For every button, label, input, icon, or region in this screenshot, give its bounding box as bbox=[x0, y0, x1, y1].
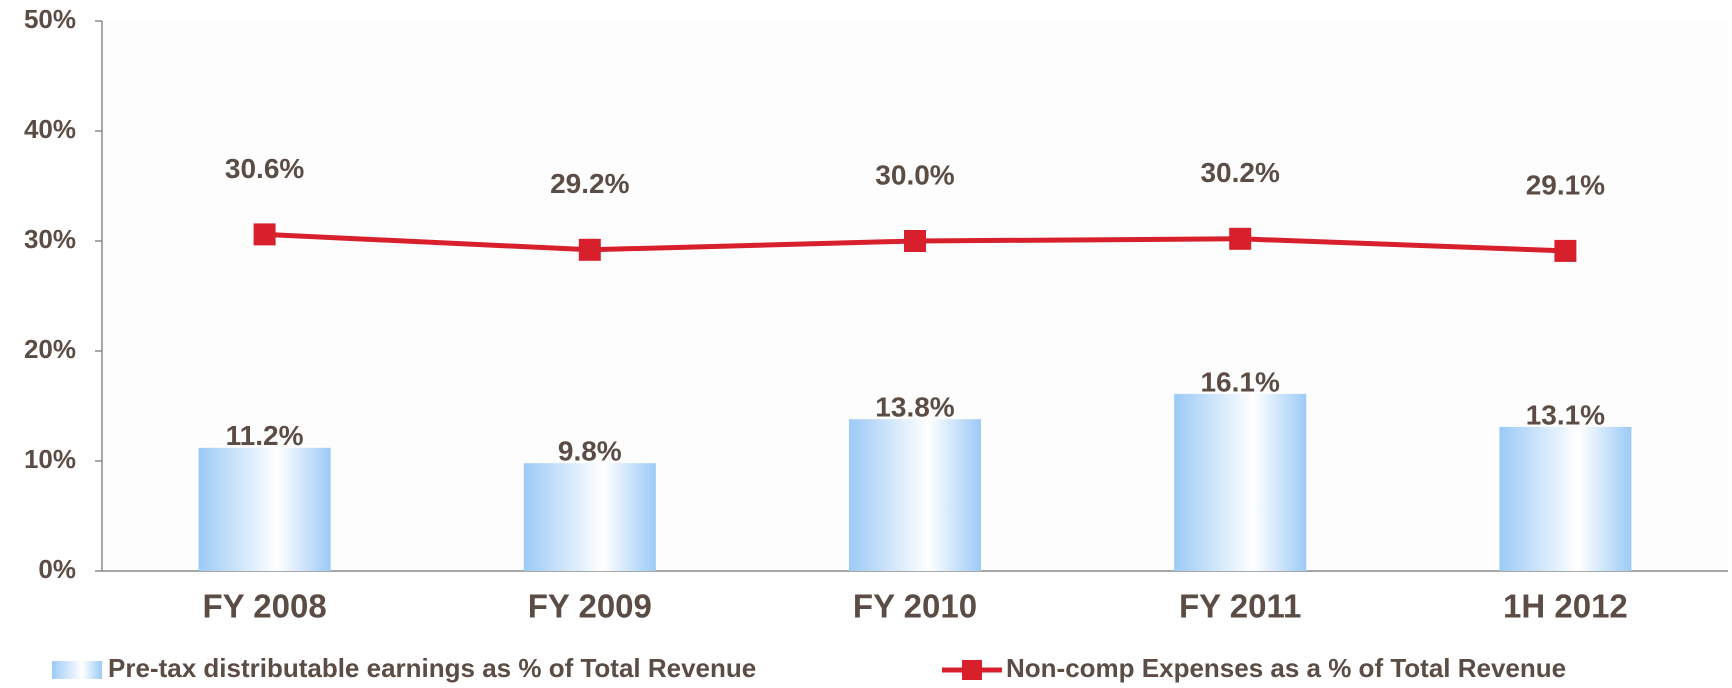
line-value-label: 29.2% bbox=[550, 168, 629, 199]
legend-swatch bbox=[52, 661, 102, 679]
legend-swatch-marker bbox=[962, 660, 982, 680]
y-tick-label: 10% bbox=[24, 444, 76, 474]
y-tick-label: 20% bbox=[24, 334, 76, 364]
bar-value-label: 11.2% bbox=[226, 420, 304, 451]
bar bbox=[1174, 393, 1307, 571]
bar-value-label: 16.1% bbox=[1200, 366, 1279, 397]
line-marker bbox=[253, 223, 276, 246]
line-marker bbox=[904, 230, 926, 252]
line-value-label: 30.6% bbox=[225, 153, 304, 184]
legend-label: Pre-tax distributable earnings as % of T… bbox=[108, 653, 756, 683]
bar bbox=[849, 419, 981, 571]
line-value-label: 30.0% bbox=[875, 159, 954, 190]
bar-value-label: 13.1% bbox=[1526, 399, 1605, 430]
bar bbox=[1499, 426, 1632, 571]
x-tick-label: FY 2009 bbox=[528, 588, 652, 625]
line-value-label: 29.1% bbox=[1526, 169, 1605, 200]
x-tick-label: 1H 2012 bbox=[1503, 588, 1628, 625]
x-tick-label: FY 2011 bbox=[1179, 588, 1301, 625]
bar bbox=[198, 447, 331, 571]
legend-label: Non-comp Expenses as a % of Total Revenu… bbox=[1006, 653, 1566, 683]
x-tick-label: FY 2010 bbox=[853, 588, 977, 625]
y-tick-label: 40% bbox=[24, 114, 76, 144]
y-tick-label: 30% bbox=[24, 224, 76, 254]
line-marker bbox=[578, 238, 601, 261]
line-value-label: 30.2% bbox=[1200, 157, 1279, 188]
y-tick-label: 0% bbox=[38, 554, 76, 584]
bar-value-label: 9.8% bbox=[558, 436, 622, 467]
bar bbox=[523, 463, 656, 571]
y-tick-label: 50% bbox=[24, 4, 76, 34]
bar-value-label: 13.8% bbox=[875, 392, 954, 423]
x-tick-label: FY 2008 bbox=[203, 588, 327, 625]
line-marker bbox=[1554, 239, 1577, 262]
line-marker bbox=[1229, 227, 1252, 250]
